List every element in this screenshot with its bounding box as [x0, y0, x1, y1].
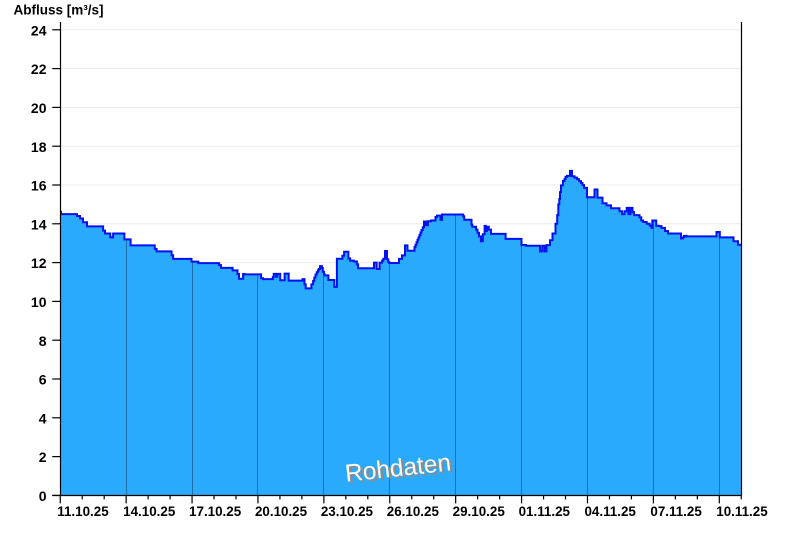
svg-text:4: 4 [39, 410, 47, 426]
svg-text:26.10.25: 26.10.25 [387, 504, 440, 519]
svg-text:29.10.25: 29.10.25 [453, 504, 506, 519]
svg-text:Abfluss [m³/s]: Abfluss [m³/s] [14, 2, 104, 17]
svg-text:07.11.25: 07.11.25 [650, 504, 702, 519]
svg-text:24: 24 [31, 22, 47, 38]
svg-text:12: 12 [31, 255, 47, 271]
svg-text:17.10.25: 17.10.25 [189, 504, 242, 519]
svg-text:16: 16 [31, 178, 47, 194]
svg-text:14.10.25: 14.10.25 [123, 504, 176, 519]
svg-text:6: 6 [39, 372, 47, 388]
svg-text:10.11.25: 10.11.25 [716, 504, 768, 519]
svg-text:20: 20 [31, 100, 47, 116]
svg-text:10: 10 [31, 294, 47, 310]
svg-text:01.11.25: 01.11.25 [519, 504, 571, 519]
svg-text:23.10.25: 23.10.25 [321, 504, 374, 519]
svg-text:8: 8 [39, 333, 47, 349]
svg-text:20.10.25: 20.10.25 [255, 504, 308, 519]
svg-text:11.10.25: 11.10.25 [57, 504, 109, 519]
svg-text:2: 2 [39, 449, 47, 465]
svg-text:0: 0 [39, 488, 47, 504]
svg-text:14: 14 [31, 216, 47, 232]
svg-text:18: 18 [31, 139, 47, 155]
svg-text:04.11.25: 04.11.25 [584, 504, 636, 519]
svg-text:22: 22 [31, 61, 47, 77]
